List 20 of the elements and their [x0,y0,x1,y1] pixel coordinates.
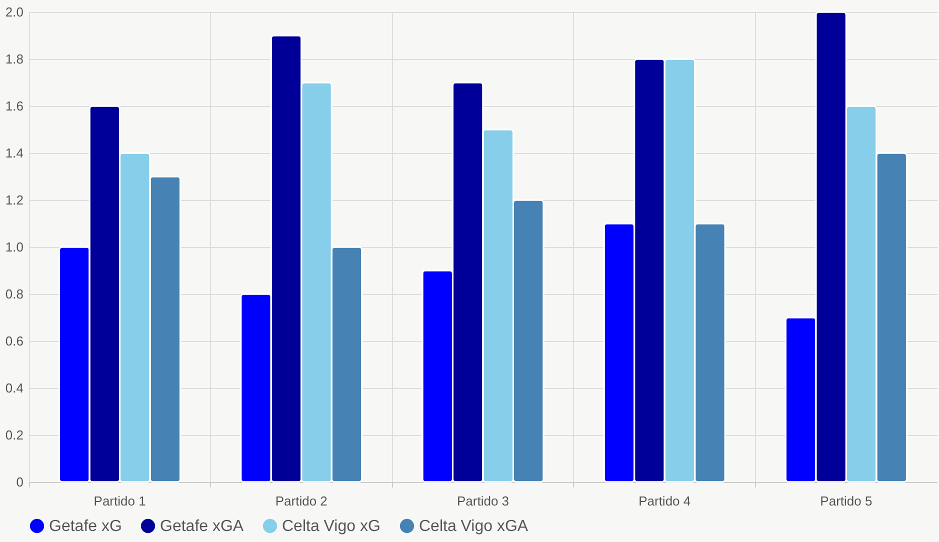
y-tick-label: 1.2 [5,192,24,208]
y-tick-label: 0.8 [5,286,24,302]
x-tick-label: Partido 1 [94,494,146,508]
y-tick-label: 2.0 [5,4,24,20]
legend-label: Getafe xG [49,518,122,535]
legend-label: Celta Vigo xG [282,518,380,535]
x-tick-label: Partido 5 [820,494,872,508]
legend-label: Getafe xGA [160,518,244,535]
y-tick-label: 1.4 [5,146,24,160]
legend-label: Celta Vigo xGA [419,518,528,535]
y-tick-label: 0.2 [5,428,24,442]
x-tick-label: Partido 2 [275,494,328,508]
y-tick-label: 0 [16,474,24,490]
x-tick-label: Partido 4 [638,494,691,508]
y-tick-label: 1.8 [5,52,24,66]
y-tick-label: 0.6 [5,334,24,348]
x-tick-label: Partido 3 [456,494,510,508]
y-tick-label: 1.6 [5,98,24,114]
y-tick-label: 1.0 [5,240,24,254]
y-tick-label: 0.4 [5,380,24,396]
